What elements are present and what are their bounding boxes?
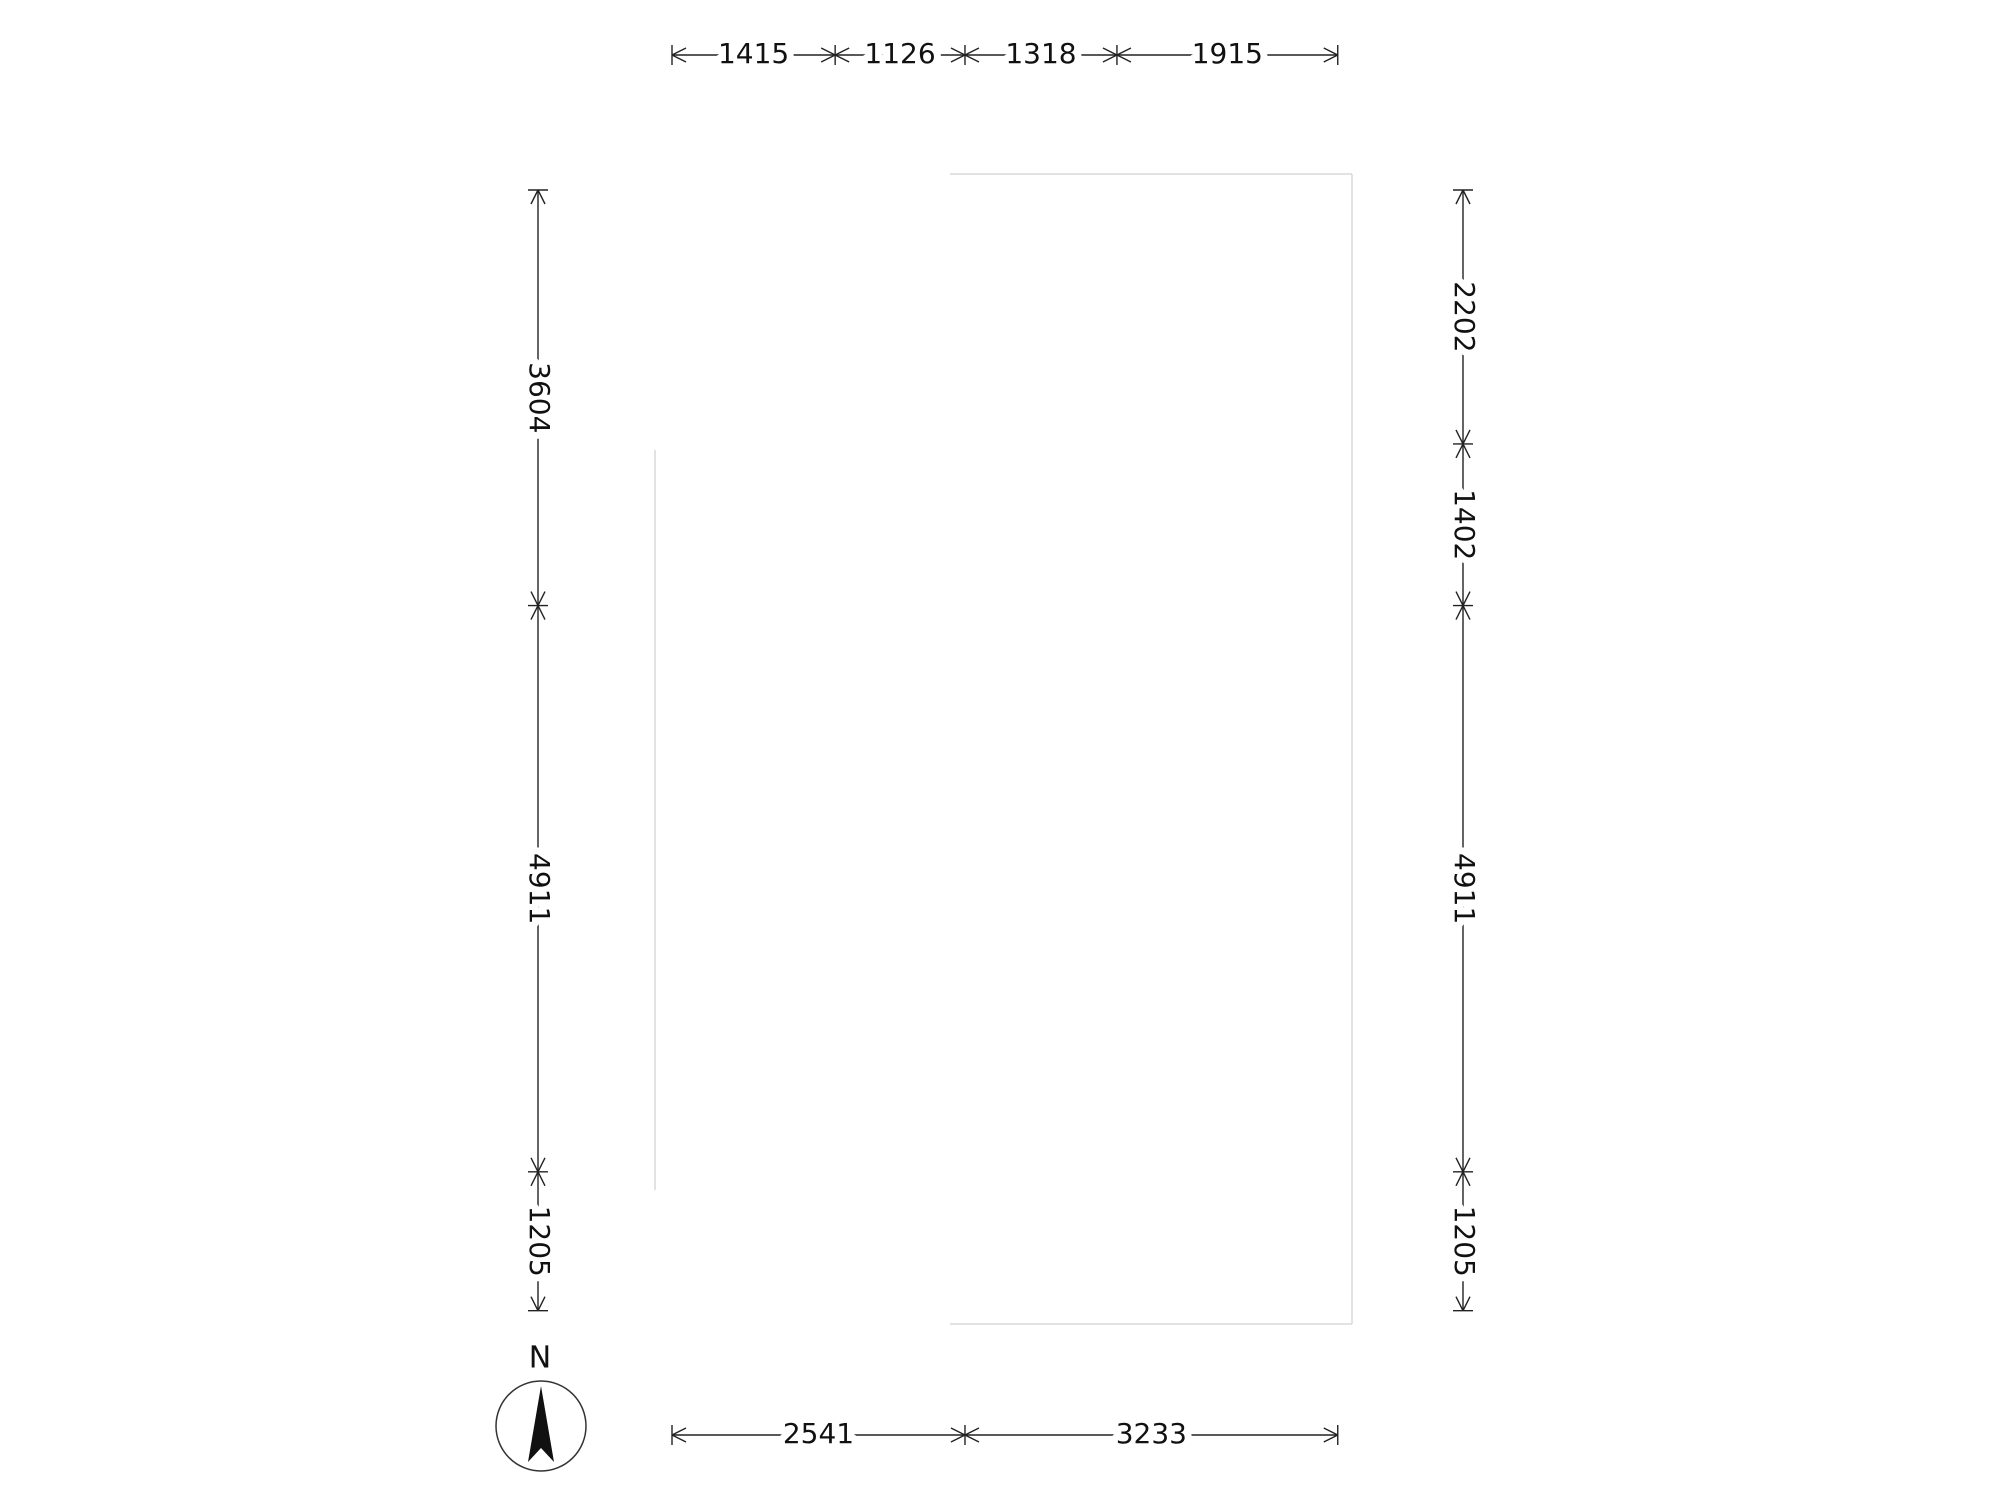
arrow: [820, 47, 836, 56]
arrow: [834, 47, 850, 56]
arrow: [1455, 429, 1464, 445]
arrow: [1455, 443, 1464, 459]
arrow: [537, 1171, 546, 1187]
dimension-label: 1318: [1005, 37, 1076, 70]
arrow: [1116, 54, 1132, 63]
arrow: [1102, 54, 1118, 63]
arrow: [950, 54, 966, 63]
arrow: [834, 54, 850, 63]
arrow: [537, 1157, 546, 1173]
arrow: [1455, 1157, 1464, 1173]
arrow: [1455, 1296, 1464, 1312]
dimension-label: 1126: [864, 37, 935, 70]
arrow: [1323, 1427, 1339, 1436]
compass-circle: [495, 1380, 587, 1472]
arrow: [820, 54, 836, 63]
arrow: [1462, 443, 1471, 459]
arrow: [1116, 47, 1132, 56]
arrow: [1462, 605, 1471, 620]
dimension-label: 1205: [1448, 1206, 1481, 1277]
arrow: [950, 47, 966, 56]
arrow: [530, 605, 539, 620]
arrow: [530, 1171, 539, 1187]
arrow: [1455, 591, 1464, 606]
arrow: [1455, 189, 1464, 205]
dimension-label: 1415: [718, 37, 789, 70]
arrow: [964, 1427, 980, 1436]
arrow: [537, 1296, 546, 1312]
arrow: [964, 47, 980, 56]
arrow: [1455, 1171, 1464, 1187]
dimension-label: 1402: [1448, 489, 1481, 560]
dimension-label: 1205: [523, 1206, 556, 1277]
dimension-label: 2202: [1448, 281, 1481, 352]
arrow: [537, 189, 546, 205]
compass-needle: [528, 1386, 554, 1462]
arrow: [1323, 1434, 1339, 1443]
arrow: [1462, 1171, 1471, 1187]
arrow: [1323, 47, 1339, 56]
dimension-label: 3604: [523, 362, 556, 433]
arrow: [950, 1427, 966, 1436]
arrow: [1462, 591, 1471, 606]
north-arrow: N: [495, 1334, 587, 1472]
arrow: [950, 1434, 966, 1443]
dimension-label: 1915: [1192, 37, 1263, 70]
arrow: [1462, 1157, 1471, 1173]
arrow: [1462, 189, 1471, 205]
arrow: [671, 47, 687, 56]
arrow: [1323, 54, 1339, 63]
arrow: [537, 591, 546, 606]
arrow: [537, 605, 546, 620]
dimension-label: 4911: [523, 853, 556, 924]
north-label: N: [529, 1341, 551, 1376]
arrow: [964, 54, 980, 63]
arrow: [671, 54, 687, 63]
dimension-label: 3233: [1116, 1417, 1187, 1450]
dimension-label: 4911: [1448, 853, 1481, 924]
arrow: [1462, 429, 1471, 445]
dimension-label: 2541: [783, 1417, 854, 1450]
arrow: [964, 1434, 980, 1443]
arrow: [671, 1434, 687, 1443]
arrow: [530, 1157, 539, 1173]
arrow: [1462, 1296, 1471, 1312]
arrow: [530, 591, 539, 606]
arrow: [1102, 47, 1118, 56]
arrow: [530, 1296, 539, 1312]
arrow: [1455, 605, 1464, 620]
arrow: [671, 1427, 687, 1436]
arrow: [530, 189, 539, 205]
